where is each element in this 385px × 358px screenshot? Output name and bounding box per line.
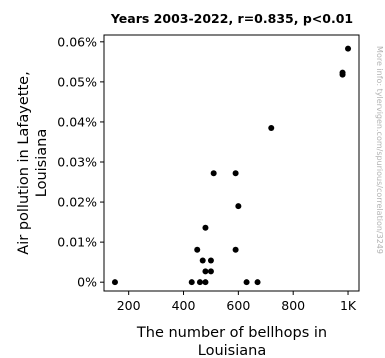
y-tick-label: 0.06%: [57, 34, 97, 49]
y-tick-label: 0.02%: [57, 195, 97, 210]
y-tick-label: 0%: [77, 275, 97, 290]
y-axis-label-line-1: Air pollution in Lafayette,: [16, 71, 32, 254]
y-tick-label: 0.05%: [57, 74, 97, 89]
data-point: [339, 69, 346, 76]
data-point: [194, 246, 201, 253]
y-tick-label: 0.01%: [57, 235, 97, 250]
data-point: [188, 279, 195, 286]
data-point: [210, 170, 217, 177]
data-point: [232, 246, 239, 253]
plot-area-frame: [103, 34, 360, 292]
x-tick-label: 200: [117, 298, 141, 313]
data-point: [235, 203, 242, 210]
data-point: [207, 268, 214, 275]
chart-title: Years 2003-2022, r=0.835, p<0.01: [110, 11, 353, 26]
source-note: More info: tylervigen.com/spurious/corre…: [375, 46, 384, 254]
y-tick-label: 0.03%: [57, 154, 97, 169]
data-point: [345, 45, 352, 52]
data-point: [243, 279, 250, 286]
x-tick-label: 400: [172, 298, 196, 313]
x-axis-label-line-1: The number of bellhops in: [136, 325, 327, 341]
data-point: [254, 279, 261, 286]
x-tick-label: 1K: [340, 298, 357, 313]
data-point: [196, 279, 203, 286]
x-tick-label: 800: [281, 298, 305, 313]
y-axis-label-line-2: Louisiana: [34, 129, 50, 197]
y-tick-label: 0.04%: [57, 114, 97, 129]
x-axis-ticks: 200 400 600 800 1K: [117, 291, 357, 313]
data-point: [202, 224, 209, 231]
data-point: [268, 124, 275, 131]
x-axis-label-line-2: Louisiana: [198, 343, 266, 358]
y-axis-ticks: 0% 0.01% 0.02% 0.03% 0.04% 0.05% 0.06%: [57, 34, 104, 290]
data-point: [199, 257, 206, 264]
data-point: [202, 279, 209, 286]
data-point: [202, 268, 209, 275]
data-point: [207, 257, 214, 264]
data-points: [111, 45, 352, 286]
data-point: [111, 279, 118, 286]
x-tick-label: 600: [226, 298, 250, 313]
data-point: [232, 170, 239, 177]
